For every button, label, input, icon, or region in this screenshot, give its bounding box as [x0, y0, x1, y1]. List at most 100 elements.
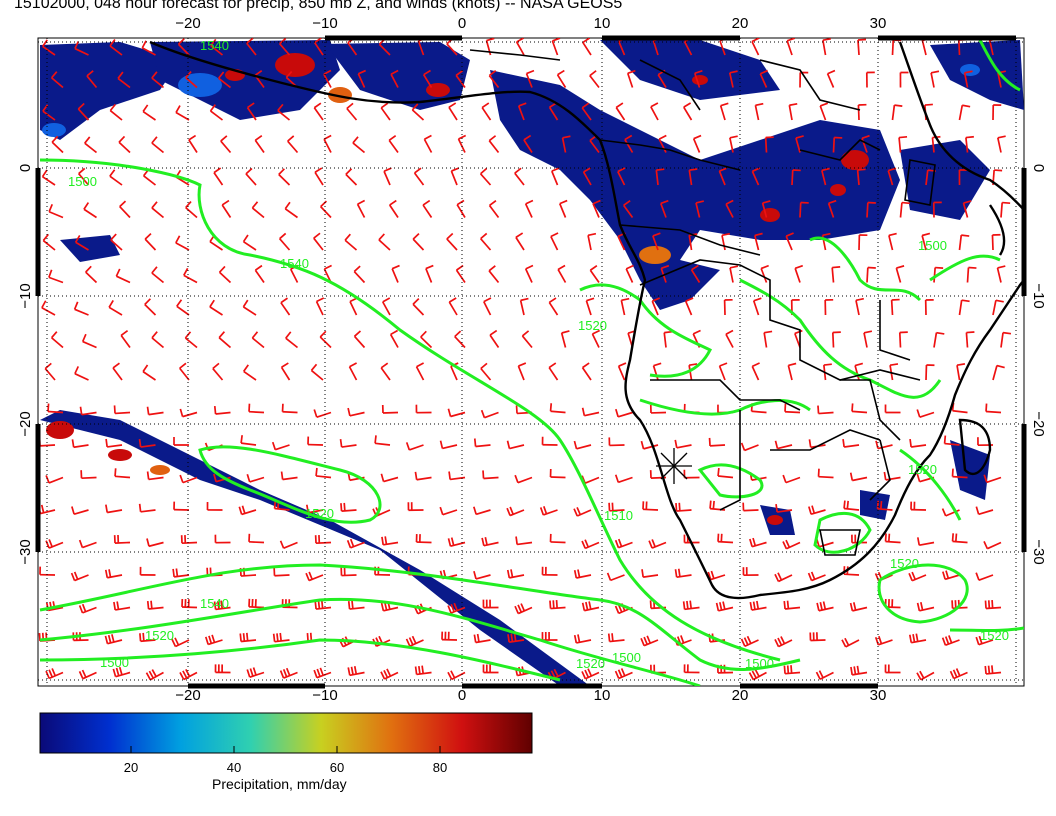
wind-barb: [719, 102, 729, 121]
wind-barb: [284, 201, 298, 219]
wind-barb: [439, 506, 458, 516]
contour-label: 1500: [68, 174, 97, 189]
wind-barb: [112, 362, 123, 381]
wind-barb: [663, 330, 673, 348]
wind-barb: [151, 136, 165, 154]
wind-barb: [78, 167, 90, 186]
contour-label: 1520: [576, 656, 605, 671]
wind-barb: [48, 204, 64, 219]
wind-barb: [315, 297, 325, 316]
wind-barb: [353, 265, 366, 284]
wind-barbs: [38, 38, 1012, 681]
wind-barb: [240, 435, 257, 446]
wind-barb: [688, 363, 698, 381]
wind-barb: [45, 539, 64, 549]
wind-barb: [908, 571, 927, 582]
wind-barb: [875, 440, 893, 450]
top-lon-tick: 30: [870, 15, 887, 32]
wind-barb: [692, 134, 702, 153]
wind-barb: [707, 570, 726, 581]
wind-barb: [41, 169, 56, 186]
wind-barb: [942, 570, 960, 581]
wind-barb: [515, 536, 533, 546]
wind-barb: [313, 409, 332, 418]
wind-barb: [146, 600, 164, 610]
wind-barb: [413, 167, 425, 186]
wind-barb: [617, 167, 626, 186]
wind-barb: [683, 102, 693, 121]
wind-barb: [996, 265, 1006, 283]
wind-barb: [480, 232, 492, 251]
contour-label: 1510: [604, 508, 633, 523]
left-lat-tick: −20: [17, 411, 34, 436]
contour-label: 1540: [200, 596, 229, 611]
wind-barb: [142, 364, 156, 381]
wind-barb: [581, 362, 592, 381]
wind-barb: [941, 635, 960, 646]
right-lat-tick: −30: [1030, 539, 1047, 564]
wind-barb: [313, 102, 324, 121]
wind-barb: [815, 670, 834, 681]
colorbar-tick-label: 20: [124, 760, 138, 775]
wind-barb: [958, 299, 970, 316]
country-borders: [469, 49, 936, 556]
wind-barb: [898, 331, 908, 348]
contour-label: 1520: [908, 462, 937, 477]
wind-barb: [541, 436, 558, 446]
bottom-lon-tick: 20: [732, 687, 749, 704]
wind-barb: [514, 603, 533, 615]
wind-barb: [489, 329, 500, 348]
wind-barb: [279, 540, 298, 549]
wind-barb: [761, 200, 771, 218]
wind-barb: [307, 436, 324, 446]
wind-barb: [251, 201, 265, 219]
wind-barb: [447, 602, 466, 614]
wind-barb: [822, 38, 831, 56]
wind-barb: [448, 471, 466, 481]
wind-barb: [248, 598, 265, 609]
wind-barb: [119, 200, 131, 219]
wind-barb: [807, 571, 826, 582]
contour-label: 1500: [918, 238, 947, 253]
wind-barb: [412, 233, 425, 251]
wind-barb: [456, 199, 466, 218]
wind-barb: [173, 436, 190, 446]
wind-barb: [614, 668, 633, 680]
wind-barb: [951, 468, 968, 479]
wind-barb: [854, 362, 864, 381]
wind-barb: [279, 38, 291, 56]
wind-barb: [851, 403, 868, 414]
wind-barb: [415, 362, 425, 381]
wind-barb: [488, 265, 500, 284]
wind-barb: [177, 38, 190, 56]
right-lat-tick: −20: [1030, 411, 1047, 436]
wind-barb: [209, 299, 223, 316]
wind-barb: [581, 102, 592, 121]
wind-barb: [448, 102, 458, 121]
wind-barb: [997, 135, 1006, 153]
wind-barb: [799, 201, 809, 218]
wind-barb: [145, 669, 164, 681]
wind-barb: [717, 533, 734, 544]
wind-barb: [109, 169, 123, 186]
wind-barb: [74, 40, 89, 56]
wind-barb: [817, 405, 834, 415]
wind-barb: [573, 440, 592, 450]
wind-barb: [313, 38, 324, 56]
bottom-lon-tick: −10: [312, 687, 337, 704]
wind-barb: [439, 440, 458, 450]
wind-barb: [41, 300, 56, 316]
wind-barb: [141, 40, 156, 56]
wind-barb: [346, 102, 358, 121]
wind-barb: [883, 471, 901, 481]
left-lat-tick: 0: [17, 164, 34, 172]
wind-barb: [277, 103, 291, 121]
wind-barb: [884, 533, 901, 544]
wind-barb: [118, 135, 131, 154]
wind-barb: [204, 634, 223, 646]
wind-barb: [648, 539, 667, 549]
wind-barb: [991, 233, 1001, 251]
wind-barb: [488, 70, 500, 89]
wind-barb: [916, 409, 935, 418]
wind-barb: [831, 266, 841, 283]
